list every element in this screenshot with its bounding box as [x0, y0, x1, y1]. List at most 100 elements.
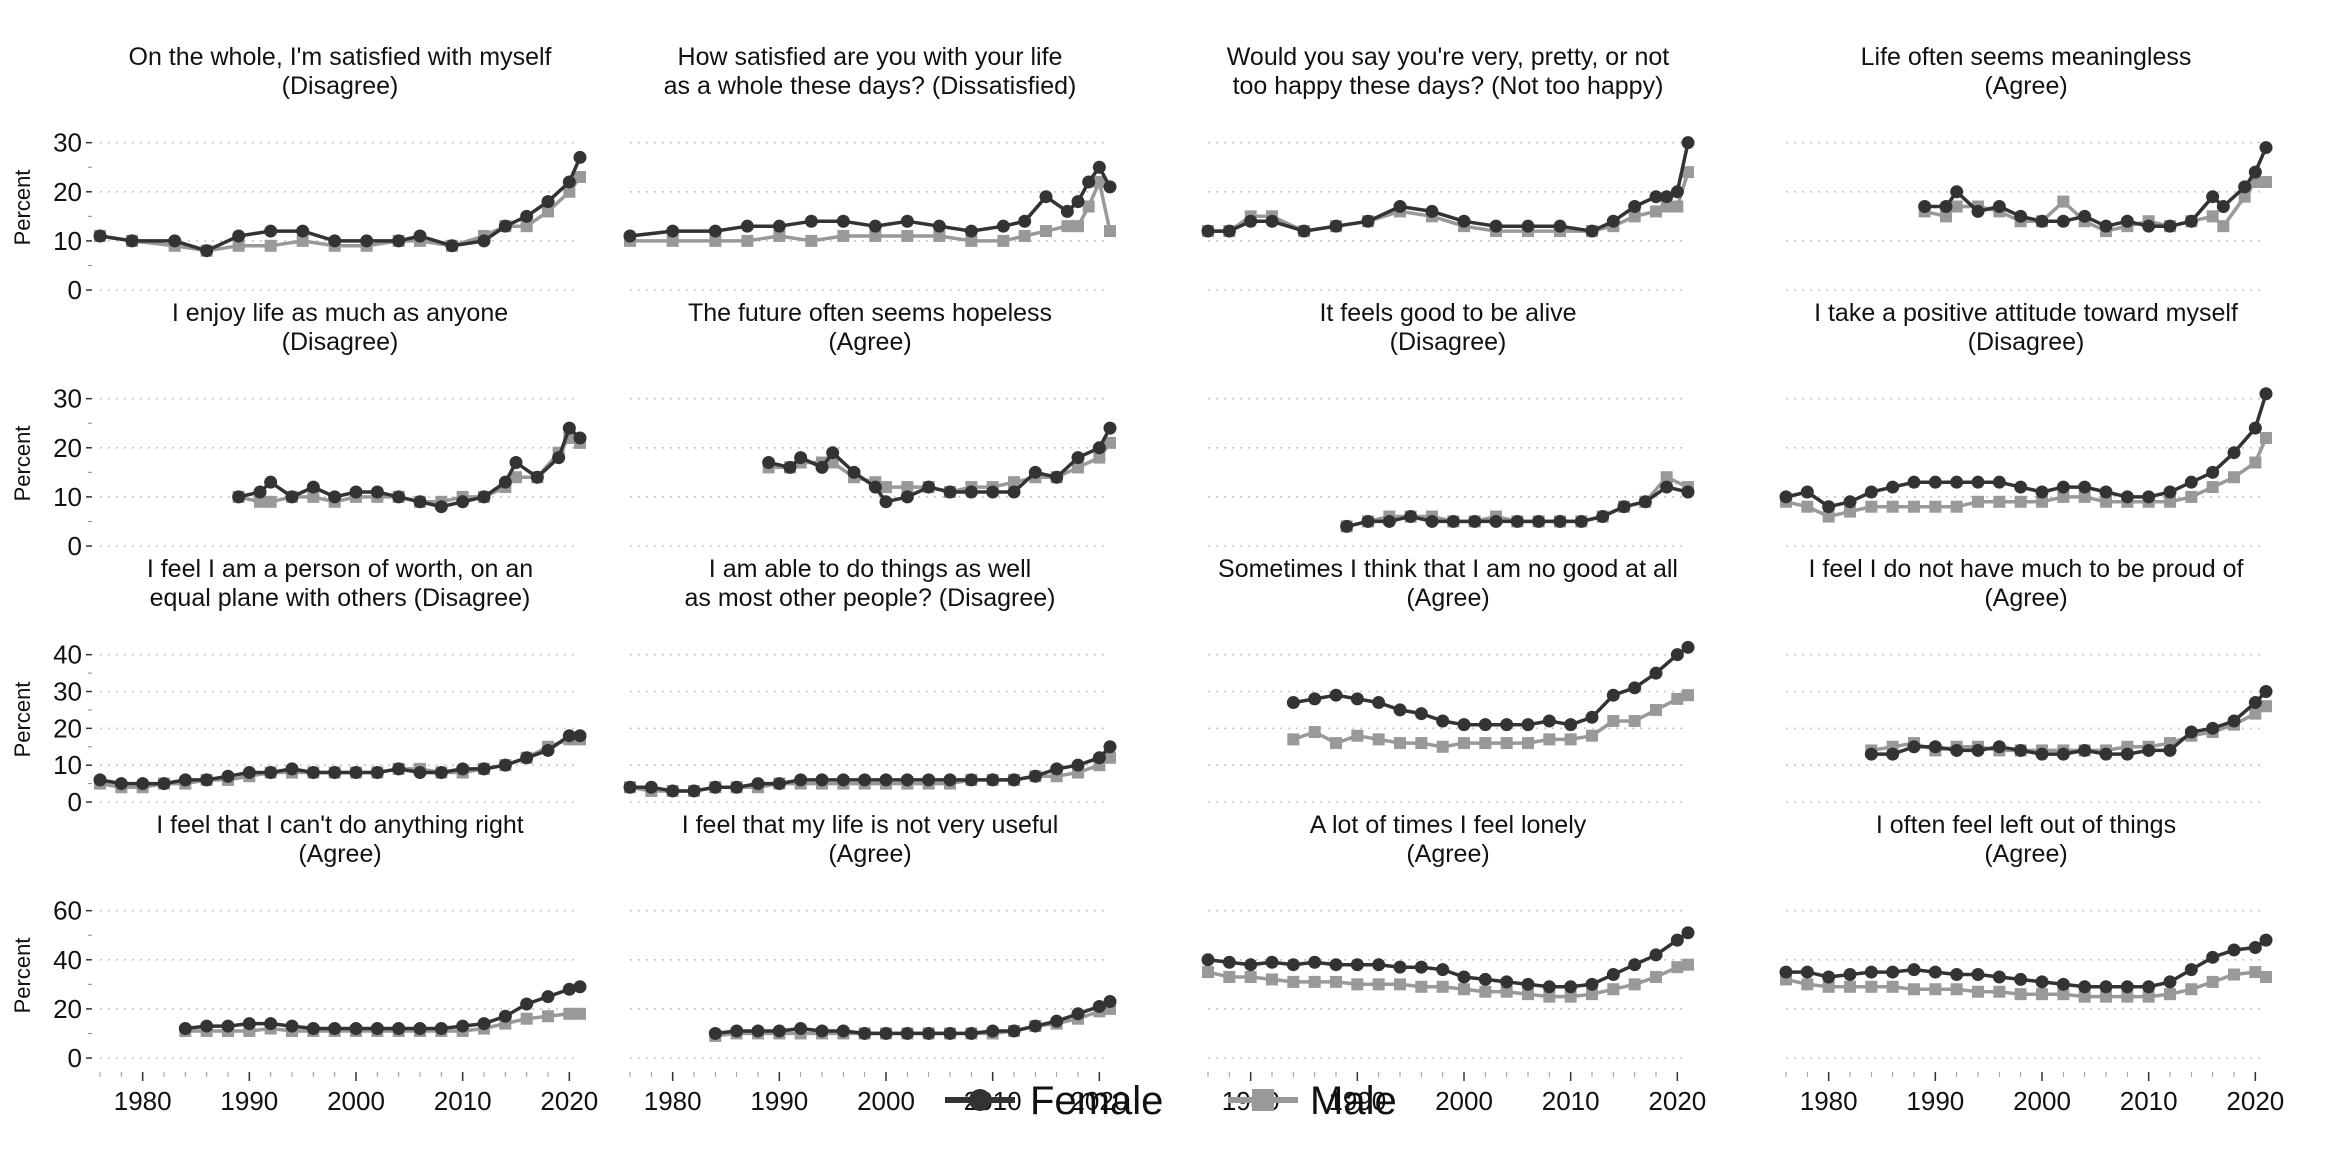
data-point-female: [200, 1019, 214, 1033]
data-point-female: [477, 762, 491, 776]
data-point-female: [2035, 975, 2049, 989]
data-point-male: [1682, 958, 1694, 971]
data-point-male: [1671, 961, 1684, 974]
panel-title: (Disagree): [1390, 328, 1507, 356]
data-point-female: [1329, 219, 1343, 233]
data-point-male: [1266, 973, 1278, 986]
data-point-male: [1822, 510, 1835, 523]
chart-panel: A lot of times I feel lonely(Agree)19801…: [1201, 811, 1706, 1116]
data-point-female: [1404, 510, 1418, 524]
data-point-female: [520, 209, 534, 223]
data-point-female: [2014, 743, 2028, 757]
data-point-male: [1543, 733, 1556, 746]
data-point-female: [573, 980, 587, 994]
data-point-female: [264, 224, 278, 238]
data-point-female: [541, 743, 555, 757]
chart-panel: Sometimes I think that I am no good at a…: [1208, 555, 1695, 803]
data-point-male: [1522, 988, 1534, 1001]
data-point-male: [1394, 978, 1406, 991]
x-tick-label: 1990: [750, 1086, 808, 1116]
data-point-female: [392, 1022, 406, 1036]
data-point-female: [879, 1026, 893, 1040]
data-point-female: [1670, 185, 1684, 199]
data-point-female: [1553, 514, 1567, 528]
data-point-female: [1393, 703, 1407, 717]
y-tick-label: 20: [53, 433, 82, 463]
data-point-female: [264, 1017, 278, 1031]
data-point-female: [562, 982, 576, 996]
data-point-female: [178, 1022, 192, 1036]
data-point-female: [783, 460, 797, 474]
data-point-male: [1479, 985, 1492, 998]
data-point-female: [1092, 160, 1106, 174]
data-point-female: [1028, 465, 1042, 479]
data-point-female: [1265, 214, 1279, 228]
data-point-male: [1308, 726, 1321, 739]
y-tick-label: 20: [53, 994, 82, 1024]
data-point-male: [901, 229, 914, 242]
data-point-male: [2228, 471, 2240, 484]
data-point-female: [1489, 514, 1503, 528]
data-point-female: [1500, 718, 1514, 732]
data-point-male: [837, 229, 850, 242]
data-point-male: [1082, 200, 1095, 213]
y-tick-label: 0: [68, 531, 82, 561]
data-point-male: [1950, 500, 1963, 513]
panel-title: (Agree): [828, 328, 911, 356]
data-point-female: [370, 1022, 384, 1036]
chart-panel: I enjoy life as much as anyone(Disagree)…: [10, 299, 587, 561]
data-point-female: [1864, 965, 1878, 979]
data-point-male: [510, 471, 522, 484]
data-point-female: [1007, 1024, 1021, 1038]
data-point-female: [1928, 965, 1942, 979]
data-point-male: [1223, 970, 1236, 983]
data-point-male: [2100, 990, 2112, 1003]
data-point-male: [933, 229, 946, 242]
data-point-female: [1779, 965, 1793, 979]
data-point-male: [1415, 980, 1428, 993]
data-point-female: [1918, 200, 1932, 214]
data-point-female: [136, 777, 150, 791]
data-point-male: [1950, 200, 1963, 213]
data-point-female: [2078, 743, 2092, 757]
chart-panel: I take a positive attitude toward myself…: [1779, 299, 2273, 547]
panel-title: How satisfied are you with your life: [678, 43, 1063, 71]
data-point-female: [2206, 465, 2220, 479]
data-point-male: [709, 234, 722, 247]
data-point-female: [1950, 968, 1964, 982]
y-tick-label: 30: [53, 677, 82, 707]
panel-title: It feels good to be alive: [1319, 299, 1576, 327]
panel-title: (Agree): [1406, 584, 1489, 612]
data-point-female: [1457, 718, 1471, 732]
data-point-female: [1393, 200, 1407, 214]
x-tick-label: 2000: [1435, 1086, 1493, 1116]
data-point-female: [1564, 718, 1578, 732]
data-point-female: [477, 490, 491, 504]
data-point-male: [1586, 988, 1598, 1001]
data-point-male: [1628, 210, 1641, 223]
data-point-female: [2206, 721, 2220, 735]
data-point-male: [2217, 220, 2230, 233]
data-point-male: [1093, 175, 1106, 188]
data-point-male: [1061, 220, 1074, 233]
data-point-female: [1340, 519, 1354, 533]
data-point-female: [922, 480, 936, 494]
data-point-female: [1521, 718, 1535, 732]
data-point-female: [2142, 980, 2156, 994]
data-point-male: [1950, 983, 1963, 996]
data-point-male: [1660, 471, 1673, 484]
data-point-male: [1202, 966, 1214, 979]
data-point-female: [708, 780, 722, 794]
y-tick-label: 20: [53, 177, 82, 207]
panel-title: Sometimes I think that I am no good at a…: [1218, 555, 1678, 583]
data-point-female: [2014, 480, 2028, 494]
data-point-male: [574, 171, 586, 184]
data-point-female: [285, 490, 299, 504]
data-point-female: [1510, 514, 1524, 528]
data-point-female: [509, 456, 523, 470]
data-point-male: [2078, 490, 2091, 503]
data-point-female: [2259, 387, 2273, 401]
data-point-male: [2206, 481, 2219, 494]
data-point-male: [2249, 966, 2262, 979]
